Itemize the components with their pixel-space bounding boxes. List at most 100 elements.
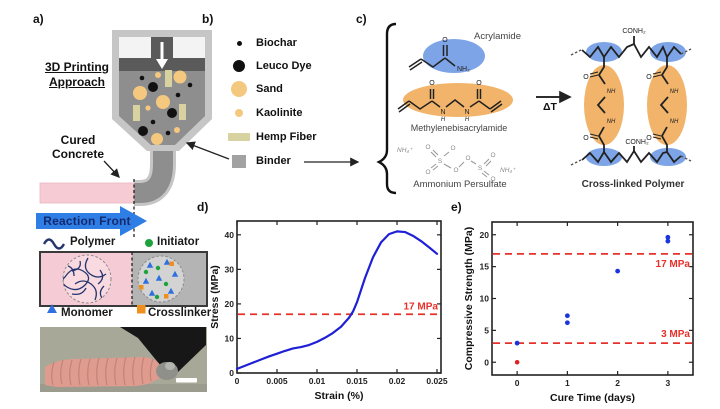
svg-text:O: O <box>646 135 652 142</box>
y-tick-label: 10 <box>480 294 490 304</box>
hemp-fiber-swatch <box>228 133 250 141</box>
crosslinker-label: Crosslinker <box>148 307 212 319</box>
panel-b-label: b) <box>202 12 214 26</box>
svg-text:O: O <box>429 80 435 87</box>
reference-line-label: 17 MPa <box>656 259 691 270</box>
svg-text:NH₄⁺: NH₄⁺ <box>397 147 413 154</box>
svg-text:H: H <box>441 117 446 123</box>
legend-item-sand: Sand <box>222 78 283 100</box>
y-tick-label: 0 <box>229 368 234 378</box>
polymer-label: Polymer <box>70 236 116 248</box>
x-tick-label: 0 <box>515 378 520 388</box>
x-tick-label: 0.02 <box>389 376 406 386</box>
svg-text:S: S <box>438 158 443 165</box>
svg-text:O: O <box>490 176 495 183</box>
svg-text:NH: NH <box>607 89 616 95</box>
plot-area <box>236 220 442 374</box>
y-tick-label: 10 <box>225 333 235 343</box>
y-tick-label: 5 <box>484 325 489 335</box>
reaction-front-label: Reaction Front <box>43 214 131 228</box>
panel-d-label: d) <box>197 200 209 214</box>
svg-text:CONH₂: CONH₂ <box>625 139 649 146</box>
acrylamide-structure: O NH₂ <box>408 37 485 73</box>
legend-item-biochar: Biochar <box>222 32 297 54</box>
svg-text:H: H <box>465 117 470 123</box>
initiator-label: Initiator <box>157 236 200 248</box>
svg-text:O: O <box>450 145 455 152</box>
svg-text:O: O <box>442 37 448 44</box>
y-tick-label: 40 <box>225 230 235 240</box>
down-arrow-icon <box>156 42 168 69</box>
data-point <box>514 359 520 365</box>
data-point <box>564 320 570 326</box>
svg-text:O: O <box>453 167 458 174</box>
data-point <box>615 268 621 274</box>
svg-text:O: O <box>425 144 430 151</box>
x-axis-label: Strain (%) <box>314 390 363 402</box>
acrylamide-label: Acrylamide <box>474 31 521 42</box>
reference-line-label: 3 MPa <box>661 329 690 340</box>
svg-text:O: O <box>646 74 652 81</box>
brace <box>376 22 397 195</box>
svg-text:O: O <box>476 80 482 87</box>
x-tick-label: 1 <box>565 378 570 388</box>
data-point <box>514 340 520 346</box>
biochar-swatch <box>236 40 242 46</box>
svg-text:NH: NH <box>670 119 679 125</box>
x-tick-label: 0.025 <box>426 376 448 386</box>
kaolinite-swatch <box>235 109 243 117</box>
filament-ridges <box>51 356 154 386</box>
binder-swatch <box>232 154 246 168</box>
approach-title: 3D Printing Approach <box>44 60 109 89</box>
photo-nozzle <box>120 327 206 374</box>
leuco-dye-swatch <box>233 60 245 72</box>
crosslinked-polymer-label: Cross-linked Polymer <box>581 179 685 190</box>
ammonium-persulfate-label: Ammonium Persulfate <box>413 179 507 190</box>
svg-text:O: O <box>583 135 589 142</box>
y-tick-label: 20 <box>480 230 490 240</box>
svg-text:O: O <box>490 152 495 159</box>
y-tick-label: 15 <box>480 262 490 272</box>
monomer-triangle-icon <box>47 304 57 313</box>
legend-item-hemp-fiber: Hemp Fiber <box>222 126 317 148</box>
panel-c-label: c) <box>356 12 367 26</box>
y-tick-label: 20 <box>225 299 235 309</box>
sand-swatch <box>231 81 247 97</box>
x-tick-label: 3 <box>666 378 671 388</box>
cured-concrete-label: Cured Concrete <box>51 133 104 161</box>
reaction-front-arrow <box>36 206 147 236</box>
monomer-label: Monomer <box>61 307 113 319</box>
svg-text:NH₄⁺: NH₄⁺ <box>500 167 516 174</box>
legend-item-binder: Binder <box>222 150 291 172</box>
plot-area <box>491 221 694 376</box>
cured-concrete-tube <box>39 182 135 204</box>
initiator-dot-icon <box>145 239 153 247</box>
y-axis-label: Stress (MPa) <box>210 265 221 329</box>
cured-concrete-arrow <box>103 160 120 178</box>
methylenebisacrylamide-structure: O O N H N H <box>397 80 513 123</box>
x-tick-label: 0.01 <box>309 376 326 386</box>
data-point <box>665 238 671 244</box>
legend-item-kaolinite: Kaolinite <box>222 102 302 124</box>
y-tick-label: 0 <box>484 357 489 367</box>
data-point <box>564 313 570 319</box>
panel-e-label: e) <box>451 200 462 214</box>
methylenebisacrylamide-label: Methylenebisacrylamide <box>410 123 508 133</box>
polymer-network-circle <box>62 254 112 304</box>
svg-text:S: S <box>478 165 483 172</box>
svg-text:O: O <box>583 74 589 81</box>
x-tick-label: 2 <box>615 378 620 388</box>
legend-to-mixture-arrow <box>185 141 230 160</box>
compressive-strength-chart: 0 1 2 3 0 5 10 15 20 17 MPa 3 MPa Cure Time (days) C… <box>463 221 694 404</box>
x-axis-label: Cure Time (days) <box>550 392 635 404</box>
nozzle-tube <box>134 146 173 203</box>
y-axis-label: Compressive Strength (MPa) <box>463 227 475 371</box>
svg-text:NH₂: NH₂ <box>457 66 470 73</box>
crosslinked-polymer-structure: CONH₂ CONH₂ O O O O NH NH NH NH <box>570 28 692 166</box>
delta-t-label: ΔT <box>543 101 557 113</box>
svg-text:N: N <box>440 109 445 116</box>
extrusion-photo <box>40 327 207 392</box>
reference-line-label: 17 MPa <box>403 301 438 312</box>
